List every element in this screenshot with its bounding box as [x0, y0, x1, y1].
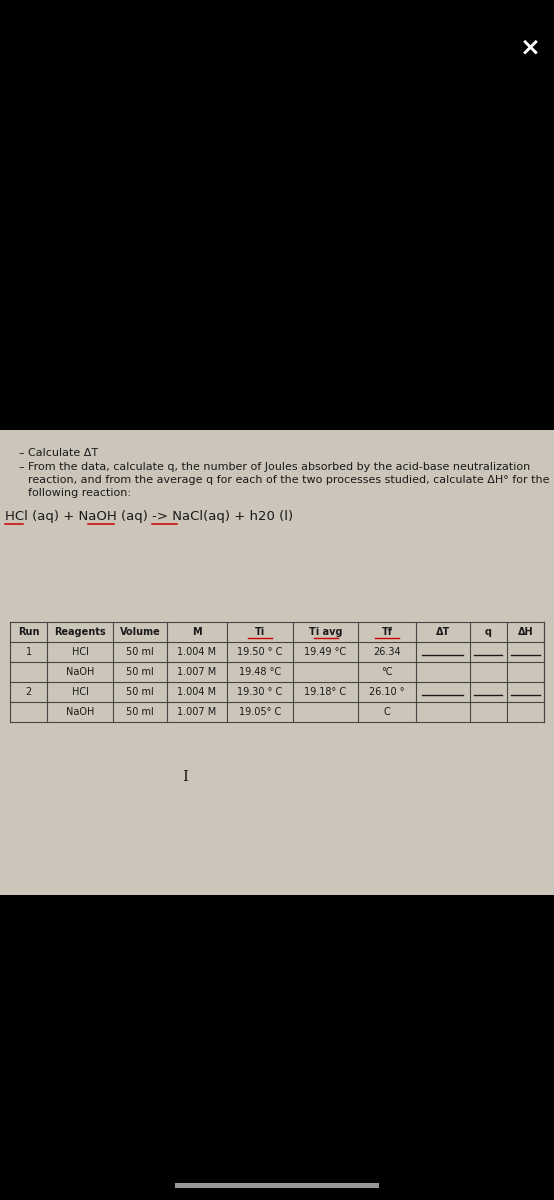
Text: 26.34: 26.34 [373, 647, 401, 658]
Text: I: I [182, 770, 188, 784]
Text: NaOH: NaOH [66, 667, 94, 677]
Text: q: q [485, 626, 492, 637]
Text: HCl (aq) + NaOH (aq) -> NaCl(aq) + h20 (l): HCl (aq) + NaOH (aq) -> NaCl(aq) + h20 (… [5, 510, 293, 523]
Text: M: M [192, 626, 202, 637]
Text: –: – [18, 448, 24, 458]
Text: 50 ml: 50 ml [126, 686, 154, 697]
Text: –: – [18, 462, 24, 472]
Text: Reagents: Reagents [54, 626, 106, 637]
Text: Volume: Volume [120, 626, 160, 637]
Text: 19.05° C: 19.05° C [239, 707, 281, 716]
Text: 1.004 M: 1.004 M [177, 686, 217, 697]
Text: From the data, calculate q, the number of Joules absorbed by the acid-base neutr: From the data, calculate q, the number o… [28, 462, 530, 472]
Text: °C: °C [381, 667, 393, 677]
Text: 19.48 °C: 19.48 °C [239, 667, 281, 677]
Text: 19.18° C: 19.18° C [305, 686, 347, 697]
Text: 26.10 °: 26.10 ° [369, 686, 405, 697]
Text: Ti avg: Ti avg [309, 626, 342, 637]
Text: 2: 2 [25, 686, 32, 697]
Text: 1.007 M: 1.007 M [177, 667, 217, 677]
Text: reaction, and from the average q for each of the two processes studied, calculat: reaction, and from the average q for eac… [28, 475, 550, 485]
Text: ΔT: ΔT [435, 626, 450, 637]
Text: 50 ml: 50 ml [126, 667, 154, 677]
Bar [175, 1183, 379, 1188]
Text: 50 ml: 50 ml [126, 647, 154, 658]
Text: ΔH: ΔH [517, 626, 534, 637]
Text: 1.007 M: 1.007 M [177, 707, 217, 716]
Text: following reaction:: following reaction: [28, 488, 131, 498]
Text: 50 ml: 50 ml [126, 707, 154, 716]
Text: C: C [383, 707, 391, 716]
Text: Tf: Tf [382, 626, 392, 637]
Text: 19.30 ° C: 19.30 ° C [237, 686, 283, 697]
Text: 19.50 ° C: 19.50 ° C [237, 647, 283, 658]
Text: 1.004 M: 1.004 M [177, 647, 217, 658]
Text: HCl: HCl [71, 647, 89, 658]
Text: ×: × [520, 36, 541, 60]
Text: 19.49 °C: 19.49 °C [305, 647, 347, 658]
Text: 1: 1 [25, 647, 32, 658]
Text: HCl: HCl [71, 686, 89, 697]
Bar [0, 430, 554, 895]
Text: Calculate ΔT: Calculate ΔT [28, 448, 98, 458]
Text: Ti: Ti [255, 626, 265, 637]
Text: NaOH: NaOH [66, 707, 94, 716]
Text: Run: Run [18, 626, 39, 637]
